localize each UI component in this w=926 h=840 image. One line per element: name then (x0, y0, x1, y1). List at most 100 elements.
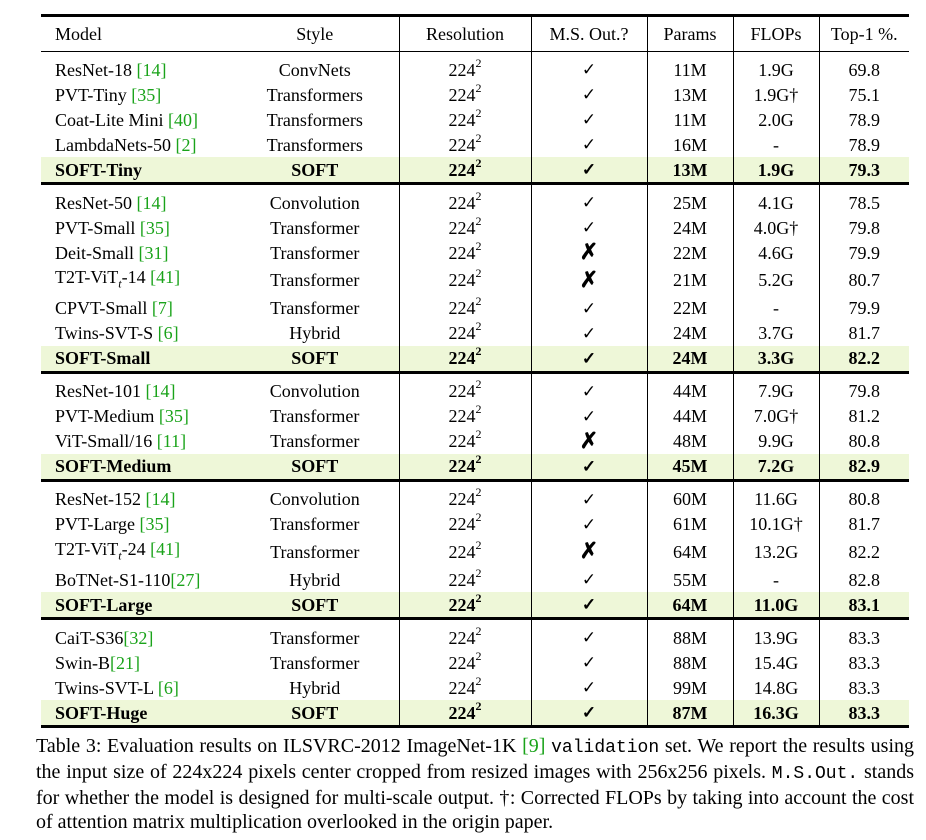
model-name: Deit-Small (55, 242, 139, 263)
checkmark-icon: ✓ (581, 298, 597, 318)
resolution-base: 224 (448, 514, 476, 535)
model-citation-link[interactable]: [6] (157, 323, 179, 344)
model-citation-link[interactable]: [27] (170, 569, 201, 590)
cell-params: 48M (646, 428, 733, 454)
model-name: T2T-ViTt-24 (55, 538, 151, 563)
resolution-exponent: 2 (475, 427, 482, 442)
cell-flops: - (732, 295, 819, 321)
table-row: ResNet-101 [14] Convolution 2242 ✓ 44M 7.9G 79… (41, 372, 909, 404)
resolution-exponent: 2 (475, 402, 482, 417)
cell-model: SOFT-Small (41, 345, 231, 373)
model-name: PVT-Small (55, 217, 140, 238)
cross-icon: ✗ (579, 538, 599, 564)
model-citation-link[interactable]: [40] (167, 109, 198, 130)
model-citation-link[interactable]: [14] (145, 489, 176, 510)
cell-resolution: 2242 (398, 511, 531, 537)
caption-citation-link[interactable]: [9] (522, 735, 546, 757)
cell-ms-out: ✓ (530, 320, 647, 346)
cell-style: Transformer (270, 652, 360, 673)
model-name: SOFT-Medium (55, 456, 172, 477)
model-name: ResNet-18 (55, 59, 137, 80)
cell-style: Convolution (269, 489, 360, 510)
cell-model: BoTNet-S1-110[27] (41, 567, 231, 592)
cell-top1: 83.3 (818, 650, 909, 676)
model-citation-link[interactable]: [14] (136, 192, 167, 213)
table-row: ResNet-152 [14] Convolution 2242 ✓ 60M 11.6G 8… (41, 480, 909, 512)
cell-model: LambdaNets-50 [2] (41, 132, 231, 157)
cell-style: SOFT (231, 345, 399, 373)
cell-params: 60M (646, 480, 733, 512)
resolution-exponent: 2 (475, 130, 482, 145)
resolution-exponent: 2 (475, 213, 482, 228)
cell-top1: 81.7 (818, 511, 909, 537)
cell-flops: 15.4G (732, 650, 819, 676)
cell-params: 55M (646, 567, 733, 593)
cell-top1: 83.3 (818, 700, 909, 727)
cell-top1: 79.9 (818, 295, 909, 321)
cell-style: Transformer (270, 406, 360, 427)
resolution-exponent: 2 (475, 698, 482, 713)
cell-flops: 4.0G† (732, 215, 819, 240)
cell-params: 44M (646, 372, 733, 404)
model-citation-link[interactable]: [31] (138, 242, 169, 263)
cell-flops: 10.1G† (732, 511, 819, 537)
caption-text-2: set. We report the results using the inp… (36, 735, 915, 783)
header-flops: FLOPs (732, 15, 819, 52)
model-citation-link[interactable]: [7] (151, 298, 173, 319)
cell-style: Transformer (270, 514, 360, 535)
resolution-exponent: 2 (475, 266, 482, 281)
cell-resolution: 2242 (398, 618, 531, 651)
cell-model: Coat-Lite Mini [40] (41, 107, 231, 132)
resolution-base: 224 (448, 323, 476, 344)
model-citation-link[interactable]: [35] (158, 406, 189, 427)
table-row: CaiT-S36[32] Transformer 2242 ✓ 88M 13.9G 83.3 (41, 618, 909, 651)
cell-params: 13M (646, 82, 733, 107)
model-citation-link[interactable]: [14] (145, 381, 176, 402)
model-citation-link[interactable]: [21] (110, 652, 141, 673)
model-citation-link[interactable]: [41] (150, 267, 181, 287)
checkmark-icon: ✓ (581, 653, 597, 673)
cell-ms-out: ✓ (530, 107, 647, 132)
model-name: Swin-B (55, 652, 111, 673)
resolution-exponent: 2 (475, 452, 482, 467)
cell-style: SOFT (231, 453, 399, 481)
cell-top1: 78.9 (818, 107, 909, 132)
model-citation-link[interactable]: [11] (156, 431, 187, 452)
model-citation-link[interactable]: [35] (139, 514, 170, 535)
results-table: Model Style Resolution M.S. Out.? Params… (41, 14, 909, 728)
cell-style: SOFT (231, 700, 399, 727)
model-citation-link[interactable]: [35] (139, 217, 170, 238)
table-caption: Table 3: Evaluation results on ILSVRC-20… (36, 734, 914, 834)
cell-ms-out: ✓ (530, 618, 647, 651)
model-citation-link[interactable]: [32] (123, 627, 154, 648)
cell-style: Hybrid (289, 323, 341, 344)
cell-model: PVT-Small [35] (41, 215, 231, 240)
model-name: PVT-Large (55, 514, 140, 535)
cell-resolution: 2242 (398, 452, 531, 481)
cell-resolution: 2242 (398, 372, 531, 404)
cell-resolution: 2242 (398, 592, 531, 619)
model-citation-link[interactable]: [6] (157, 677, 179, 698)
cell-params: 64M (646, 536, 733, 568)
cell-params: 64M (646, 592, 733, 619)
cell-style: Transformer (270, 431, 360, 452)
checkmark-icon: ✓ (581, 489, 597, 509)
cell-style: Transformer (270, 217, 360, 238)
model-citation-link[interactable]: [2] (175, 134, 197, 155)
model-citation-link[interactable]: [41] (150, 538, 181, 559)
model-citation-link[interactable]: [14] (136, 59, 167, 80)
cell-top1: 80.7 (818, 265, 909, 296)
table-row: LambdaNets-50 [2] Transformers 2242 ✓ 16M -78… (41, 132, 909, 157)
cell-top1: 80.8 (818, 480, 909, 512)
model-name: SOFT-Tiny (55, 159, 143, 180)
model-name: PVT-Tiny (55, 84, 132, 105)
cell-top1: 81.2 (818, 403, 909, 429)
resolution-base: 224 (448, 594, 476, 615)
model-citation-link[interactable]: [35] (131, 84, 162, 105)
model-name: PVT-Medium (55, 406, 159, 427)
cell-ms-out: ✗ (530, 240, 647, 265)
resolution-base: 224 (448, 456, 476, 477)
cell-flops: 1.9G† (732, 82, 819, 107)
table-row: T2T-ViTt-14 [41] Transformer 2242 ✗ 21M 5.2G 8… (41, 265, 909, 296)
resolution-exponent: 2 (475, 188, 482, 203)
